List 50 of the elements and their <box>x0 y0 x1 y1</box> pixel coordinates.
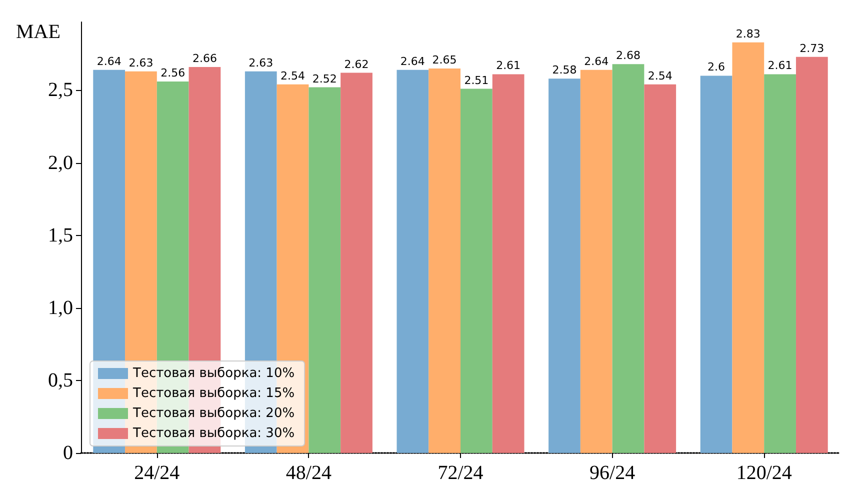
data-label: 2.54 <box>280 69 306 82</box>
y-tick-label: 0 <box>63 442 73 464</box>
data-label: 2.68 <box>616 49 640 62</box>
bar <box>492 74 524 453</box>
bar <box>396 70 429 453</box>
bar <box>732 42 764 453</box>
data-label: 2.54 <box>648 69 672 82</box>
data-label: 2.51 <box>464 74 489 87</box>
data-label: 2.63 <box>248 56 274 70</box>
y-tick-label: 2,5 <box>48 79 73 102</box>
bar <box>460 88 492 453</box>
legend-label: Тестовая выборка: 20% <box>132 406 295 421</box>
data-label: 2.65 <box>432 53 457 66</box>
bar <box>308 87 341 453</box>
y-tick-label: 1,0 <box>48 296 73 319</box>
bar <box>340 72 372 453</box>
data-label: 2.6 <box>708 60 726 74</box>
legend-label: Тестовая выборка: 15% <box>132 386 295 401</box>
data-label: 2.83 <box>736 27 760 40</box>
data-label: 2.56 <box>160 66 186 80</box>
x-tick-label: 120/24 <box>736 462 792 484</box>
bar <box>644 84 676 453</box>
bar <box>764 74 796 453</box>
data-label: 2.64 <box>400 54 425 68</box>
bar <box>428 68 460 453</box>
data-label: 2.66 <box>192 52 217 65</box>
legend-label: Тестовая выборка: 30% <box>132 426 295 441</box>
bar <box>580 70 612 453</box>
data-label: 2.63 <box>128 56 154 70</box>
data-label: 2.73 <box>800 42 824 55</box>
x-tick-label: 24/24 <box>134 462 180 484</box>
y-axis-title: MAE <box>16 21 60 43</box>
x-tick-label: 96/24 <box>590 462 636 484</box>
y-tick-label: 2,0 <box>48 152 73 174</box>
x-tick-label: 48/24 <box>286 462 332 484</box>
bar <box>796 56 828 453</box>
data-label: 2.61 <box>496 59 521 72</box>
legend-label: Тестовая выборка: 10% <box>132 366 295 381</box>
bar <box>548 78 580 453</box>
bar <box>700 76 732 453</box>
x-tick-label: 72/24 <box>438 462 484 484</box>
data-label: 2.64 <box>96 54 122 68</box>
data-label: 2.62 <box>344 58 369 71</box>
data-label: 2.52 <box>312 72 337 86</box>
data-label: 2.61 <box>768 59 792 72</box>
y-tick-label: 1,5 <box>48 224 73 246</box>
bar <box>612 64 644 453</box>
data-label: 2.64 <box>584 54 609 68</box>
y-tick-label: 0,5 <box>48 369 73 392</box>
data-label: 2.58 <box>552 64 577 77</box>
